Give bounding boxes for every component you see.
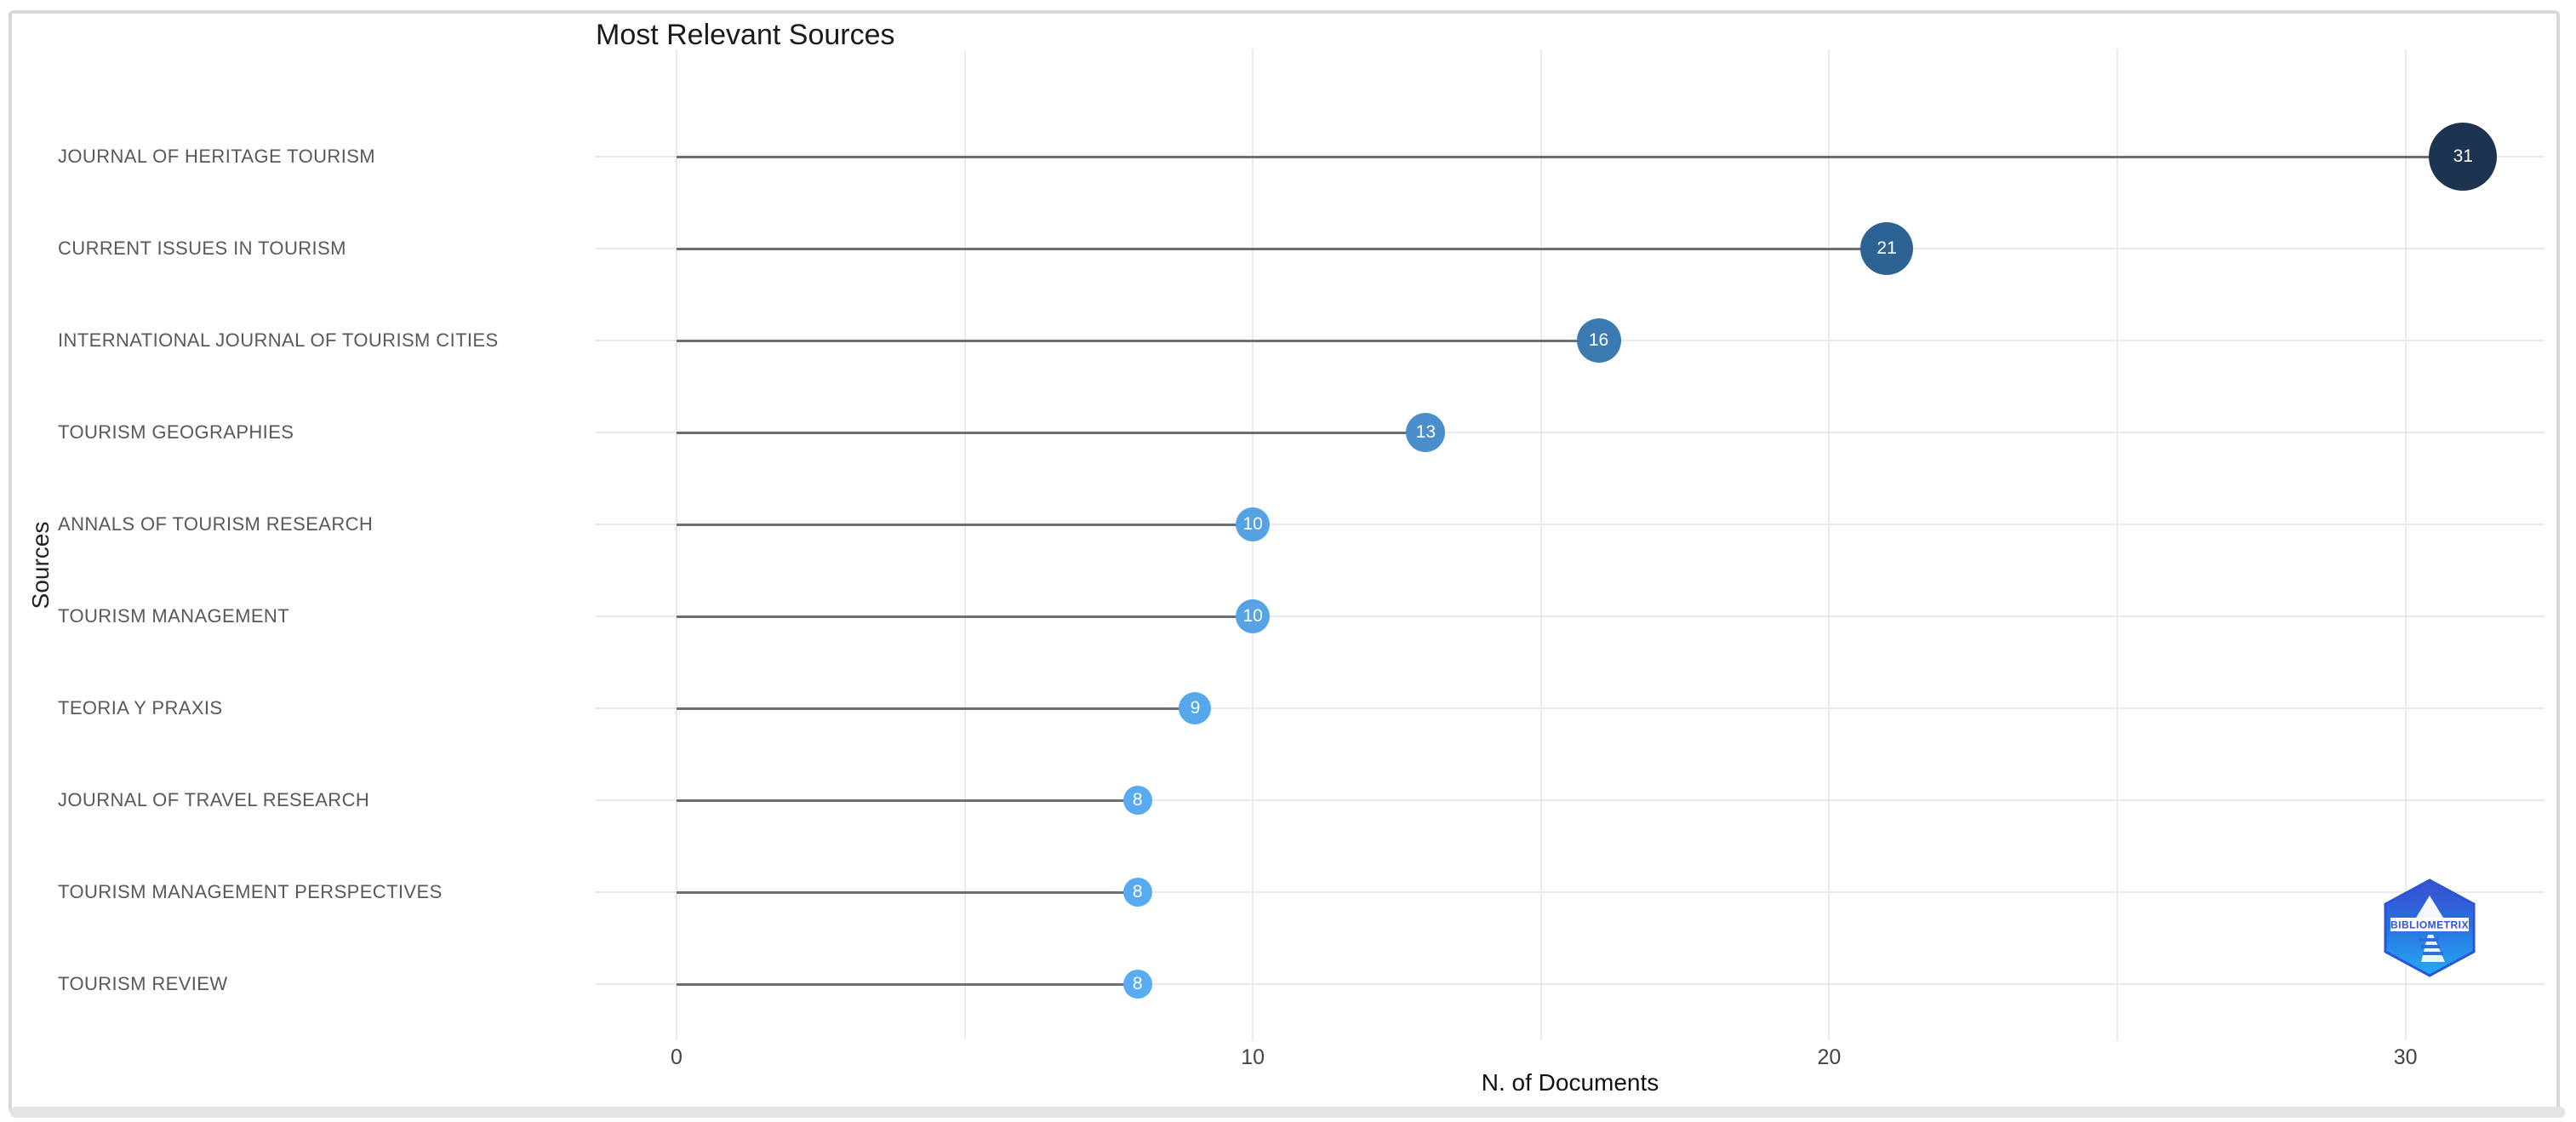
lollipop-stem <box>677 156 2464 158</box>
x-axis-title: N. of Documents <box>1481 1069 1659 1096</box>
lollipop-stem <box>677 983 1138 986</box>
x-gridline <box>676 49 677 1040</box>
source-label: TOURISM GEOGRAPHIES <box>58 421 294 443</box>
y-axis-title: Sources <box>27 521 54 610</box>
lollipop-dot[interactable]: 8 <box>1122 970 1152 999</box>
x-gridline <box>1539 49 1542 1040</box>
row-gridline <box>595 799 2545 801</box>
lollipop-dot[interactable]: 13 <box>1406 413 1446 452</box>
lollipop-stem <box>677 707 1196 710</box>
lollipop-stem <box>677 615 1254 618</box>
row-gridline <box>595 707 2545 709</box>
x-gridline <box>2404 49 2407 1040</box>
source-label: ANNALS OF TOURISM RESEARCH <box>58 513 374 535</box>
x-gridline <box>1252 49 1254 1040</box>
lollipop-dot[interactable]: 8 <box>1122 878 1152 907</box>
lollipop-dot[interactable]: 10 <box>1236 599 1271 633</box>
lollipop-stem <box>677 432 1426 434</box>
lollipop-dot[interactable]: 31 <box>2429 123 2498 191</box>
x-tick-label: 0 <box>671 1045 683 1069</box>
chart-card <box>9 10 2560 1113</box>
lollipop-dot[interactable]: 10 <box>1236 507 1271 541</box>
x-gridline <box>963 49 966 1040</box>
x-tick-label: 10 <box>1241 1045 1265 1069</box>
lollipop-dot[interactable]: 16 <box>1576 318 1621 363</box>
x-gridline <box>2116 49 2118 1040</box>
source-label: CURRENT ISSUES IN TOURISM <box>58 238 346 259</box>
logo-mountain-icon <box>2416 896 2443 918</box>
row-gridline <box>595 432 2545 433</box>
source-label: JOURNAL OF HERITAGE TOURISM <box>58 146 376 167</box>
row-gridline <box>595 524 2545 525</box>
x-tick-label: 30 <box>2393 1045 2418 1069</box>
source-label: TOURISM MANAGEMENT <box>58 605 290 627</box>
lollipop-stem <box>677 340 1599 342</box>
row-gridline <box>595 615 2545 617</box>
lollipop-dot[interactable]: 9 <box>1179 692 1212 724</box>
logo-wordmark: BIBLIOMETRIX <box>2390 919 2469 931</box>
bibliometrix-logo: BIBLIOMETRIX <box>2384 879 2476 977</box>
source-label: TEORIA Y PRAXIS <box>58 697 223 718</box>
lollipop-dot[interactable]: 21 <box>1860 222 1914 275</box>
lollipop-stem <box>677 524 1254 526</box>
chart-title: Most Relevant Sources <box>596 19 895 51</box>
lollipop-stem <box>677 799 1138 802</box>
bottom-scrollbar-track[interactable] <box>10 1107 2565 1118</box>
source-label: INTERNATIONAL JOURNAL OF TOURISM CITIES <box>58 329 499 351</box>
source-label: TOURISM MANAGEMENT PERSPECTIVES <box>58 881 443 902</box>
row-gridline <box>595 891 2545 893</box>
row-gridline <box>595 983 2545 985</box>
lollipop-dot[interactable]: 8 <box>1122 786 1152 815</box>
lollipop-stem <box>677 248 1888 250</box>
source-label: TOURISM REVIEW <box>58 973 228 994</box>
x-gridline <box>1828 49 1831 1040</box>
source-label: JOURNAL OF TRAVEL RESEARCH <box>58 789 370 810</box>
x-tick-label: 20 <box>1817 1045 1842 1069</box>
lollipop-stem <box>677 891 1138 894</box>
